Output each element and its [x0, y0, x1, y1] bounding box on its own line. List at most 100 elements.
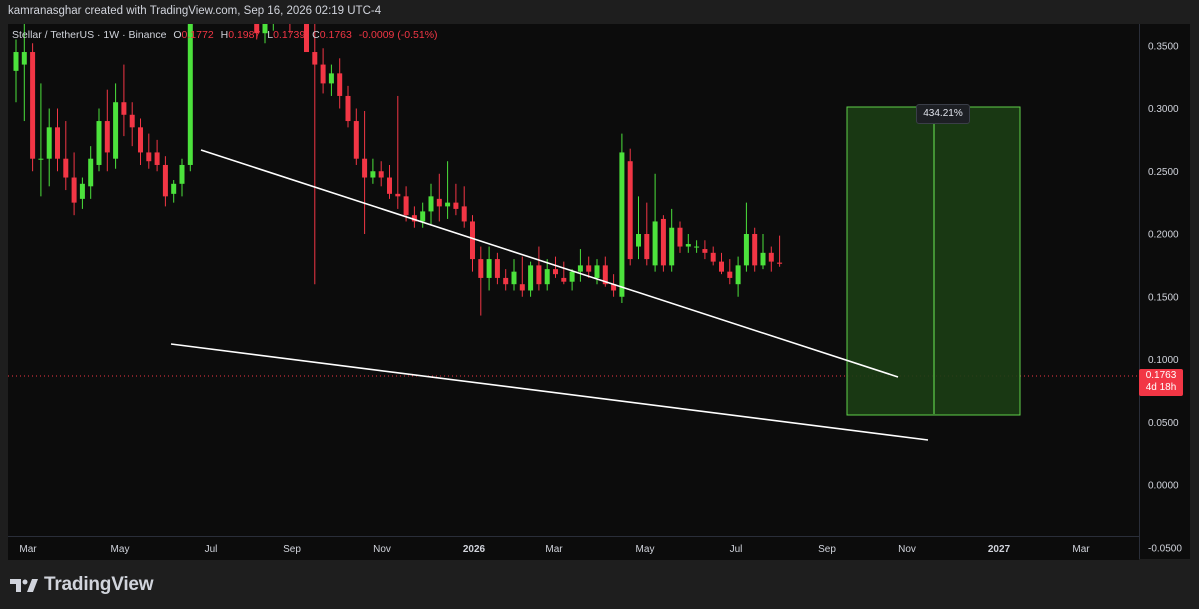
candle[interactable]	[519, 256, 525, 297]
candle[interactable]	[768, 246, 774, 272]
candle[interactable]	[411, 206, 417, 228]
candle[interactable]	[577, 249, 583, 282]
candle[interactable]	[262, 24, 268, 44]
candle[interactable]	[38, 83, 44, 197]
candle[interactable]	[420, 202, 426, 228]
candle[interactable]	[569, 269, 575, 291]
candle[interactable]	[694, 240, 700, 253]
candle[interactable]	[735, 256, 741, 297]
candle[interactable]	[46, 108, 52, 187]
candle[interactable]	[445, 161, 451, 219]
candle[interactable]	[702, 240, 708, 260]
time-axis[interactable]: Mar May Jul Sep Nov 2026 Mar May Jul Sep Nov 2027 Ma…	[8, 536, 1139, 560]
price-tick-label: -0.0500	[1148, 543, 1182, 554]
candle[interactable]	[710, 246, 716, 266]
candle[interactable]	[494, 252, 500, 285]
candle[interactable]	[30, 43, 36, 172]
candle[interactable]	[586, 256, 592, 278]
candle[interactable]	[436, 173, 442, 222]
candle[interactable]	[644, 202, 650, 266]
candle[interactable]	[162, 156, 168, 207]
candle[interactable]	[345, 85, 351, 128]
candle[interactable]	[544, 259, 550, 291]
candle[interactable]	[370, 158, 376, 184]
candle[interactable]	[71, 152, 77, 216]
candle[interactable]	[760, 234, 766, 270]
candle[interactable]	[96, 108, 102, 172]
candle[interactable]	[719, 252, 724, 275]
candle[interactable]	[63, 121, 69, 191]
candle[interactable]	[752, 227, 758, 272]
candle[interactable]	[320, 48, 326, 94]
candle[interactable]	[685, 234, 691, 253]
candle[interactable]	[146, 133, 152, 169]
candle[interactable]	[669, 208, 675, 272]
candle[interactable]	[113, 83, 119, 169]
candle[interactable]	[387, 164, 392, 199]
candle-body	[752, 234, 758, 266]
candle[interactable]	[362, 111, 368, 234]
candle[interactable]	[478, 246, 484, 316]
candle-body	[602, 265, 608, 285]
candlestick-chart[interactable]	[8, 24, 1139, 536]
candle[interactable]	[652, 173, 658, 272]
candle[interactable]	[312, 24, 318, 285]
candle[interactable]	[461, 186, 467, 228]
candle[interactable]	[187, 24, 193, 172]
candle[interactable]	[138, 118, 143, 165]
upper-trendline[interactable]	[200, 149, 899, 378]
candle[interactable]	[304, 24, 309, 53]
projection-box[interactable]	[846, 106, 1021, 416]
time-tick-label: Mar	[545, 544, 563, 555]
candle[interactable]	[353, 108, 359, 165]
candle[interactable]	[553, 256, 558, 278]
price-axis[interactable]: 0.70000.65000.60000.55000.50000.45000.40…	[1139, 24, 1190, 559]
plot-area[interactable]: Stellar / TetherUS · 1W · Binance O0.177…	[8, 24, 1139, 536]
candle[interactable]	[104, 89, 110, 172]
candle[interactable]	[337, 58, 343, 109]
candle[interactable]	[727, 259, 733, 285]
candle[interactable]	[561, 261, 567, 285]
chart-credit: kamranasghar created with TradingView.co…	[8, 5, 382, 17]
candle[interactable]	[129, 102, 135, 147]
candle[interactable]	[660, 215, 666, 272]
candle[interactable]	[254, 24, 260, 40]
tradingview-brand[interactable]: TradingView	[10, 574, 154, 596]
candle[interactable]	[503, 269, 509, 291]
candle[interactable]	[79, 177, 85, 209]
candle[interactable]	[528, 261, 534, 297]
candle[interactable]	[171, 180, 177, 203]
candle[interactable]	[453, 183, 459, 216]
candle[interactable]	[777, 235, 783, 267]
candle[interactable]	[511, 259, 517, 291]
candle[interactable]	[743, 202, 749, 272]
candle[interactable]	[21, 24, 27, 122]
candle[interactable]	[395, 95, 401, 209]
chart-frame[interactable]: Stellar / TetherUS · 1W · Binance O0.177…	[8, 24, 1190, 560]
lower-trendline[interactable]	[170, 343, 929, 441]
price-tick-label: 0.1000	[1148, 355, 1179, 366]
candle[interactable]	[470, 215, 475, 272]
time-tick-label: Jul	[205, 544, 218, 555]
candle[interactable]	[378, 161, 384, 187]
candle[interactable]	[627, 148, 633, 266]
candle[interactable]	[636, 196, 641, 260]
candle-body	[594, 265, 600, 278]
candle[interactable]	[13, 39, 19, 103]
candle[interactable]	[619, 133, 625, 304]
candle[interactable]	[611, 274, 617, 297]
candle[interactable]	[55, 108, 60, 172]
close-value: 0.1763	[319, 29, 352, 41]
candle[interactable]	[154, 139, 160, 172]
candle[interactable]	[179, 158, 185, 197]
candle[interactable]	[536, 246, 542, 291]
candle[interactable]	[428, 183, 434, 224]
candle-body	[146, 152, 152, 162]
candle[interactable]	[88, 146, 94, 199]
candle[interactable]	[594, 259, 600, 285]
candle[interactable]	[328, 64, 334, 96]
candle[interactable]	[677, 221, 683, 253]
candle[interactable]	[121, 64, 127, 137]
candle[interactable]	[403, 186, 409, 222]
candle[interactable]	[486, 246, 492, 291]
